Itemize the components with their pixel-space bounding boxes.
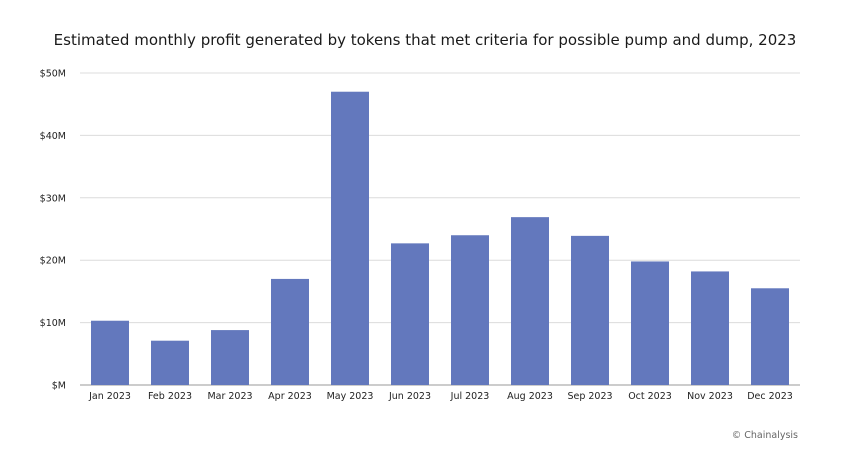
source-credit: © Chainalysis — [731, 430, 798, 441]
x-tick-label: Nov 2023 — [687, 391, 733, 402]
x-axis-ticks: Jan 2023 Feb 2023 Mar 2023 Apr 2023 May 2023… — [88, 391, 793, 402]
x-tick-label: Dec 2023 — [747, 391, 793, 402]
x-tick-label: Mar 2023 — [207, 391, 252, 402]
y-tick-label: $10M — [40, 318, 66, 329]
bars — [91, 91, 789, 385]
bar — [391, 243, 429, 385]
bar — [631, 261, 669, 385]
y-tick-label: $20M — [40, 256, 66, 267]
x-tick-label: Jun 2023 — [388, 391, 431, 402]
bar — [151, 340, 189, 385]
y-tick-label: $M — [52, 381, 66, 392]
bar — [331, 91, 369, 385]
y-tick-label: $40M — [40, 131, 66, 142]
bar — [571, 235, 609, 385]
y-tick-label: $50M — [40, 69, 66, 80]
x-tick-label: Jul 2023 — [450, 391, 490, 402]
x-tick-label: Feb 2023 — [148, 391, 192, 402]
bar — [211, 330, 249, 385]
bar — [751, 288, 789, 385]
grid-lines — [80, 72, 800, 386]
x-tick-label: Aug 2023 — [507, 391, 553, 402]
x-tick-label: Apr 2023 — [268, 391, 312, 402]
bar — [451, 235, 489, 385]
x-tick-label: Oct 2023 — [628, 391, 672, 402]
x-tick-label: Jan 2023 — [88, 391, 131, 402]
bar — [91, 320, 129, 385]
x-tick-label: Sep 2023 — [567, 391, 612, 402]
bar — [691, 271, 729, 385]
bar — [511, 217, 549, 385]
chart-title: Estimated monthly profit generated by to… — [53, 31, 797, 49]
y-tick-label: $30M — [40, 193, 66, 204]
bar — [271, 278, 309, 385]
x-tick-label: May 2023 — [327, 391, 374, 402]
y-axis-ticks: $M $10M $20M $30M $40M $50M — [40, 69, 66, 392]
